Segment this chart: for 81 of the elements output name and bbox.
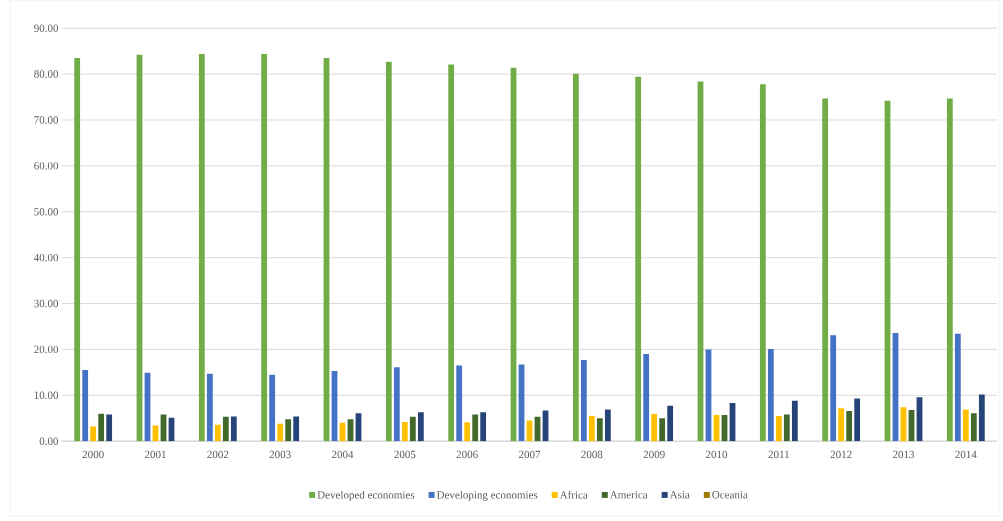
bar bbox=[635, 76, 642, 442]
legend-label: Africa bbox=[559, 490, 588, 499]
bar bbox=[596, 418, 603, 442]
bar bbox=[946, 98, 953, 442]
x-tick-label: 2008 bbox=[581, 450, 603, 459]
y-tick-label: 0.00 bbox=[39, 437, 59, 445]
bar bbox=[838, 408, 845, 442]
bar bbox=[98, 413, 105, 442]
y-tick-label: 20.00 bbox=[34, 345, 59, 354]
bar bbox=[206, 373, 213, 442]
bar bbox=[285, 419, 292, 442]
bar bbox=[791, 400, 798, 442]
bar bbox=[106, 414, 113, 442]
bar bbox=[198, 53, 205, 442]
bar bbox=[588, 415, 595, 442]
x-tick-label: 2002 bbox=[207, 450, 229, 459]
bar bbox=[401, 421, 408, 442]
bar bbox=[667, 405, 674, 442]
legend-label: Asia bbox=[669, 490, 690, 499]
legend-label: Developing economies bbox=[436, 490, 538, 501]
bar bbox=[464, 422, 471, 442]
y-tick-label: 90.00 bbox=[34, 24, 59, 32]
bar bbox=[230, 416, 237, 442]
bar bbox=[74, 57, 81, 442]
bar bbox=[970, 413, 977, 442]
bar bbox=[82, 369, 89, 442]
bar bbox=[775, 415, 782, 442]
bar bbox=[472, 414, 479, 442]
x-tick-label: 2003 bbox=[269, 450, 291, 459]
bar bbox=[572, 73, 579, 442]
bar bbox=[385, 61, 392, 442]
bar bbox=[651, 414, 658, 442]
bar bbox=[846, 410, 853, 442]
y-tick-label: 70.00 bbox=[34, 116, 59, 124]
bar bbox=[409, 416, 416, 442]
bar bbox=[659, 418, 666, 442]
bar bbox=[759, 84, 766, 442]
x-tick-label: 2012 bbox=[830, 450, 852, 459]
bar bbox=[978, 394, 985, 442]
bar bbox=[830, 335, 837, 442]
bar bbox=[580, 359, 587, 442]
legend-label: Developed economies bbox=[317, 490, 415, 501]
bar bbox=[783, 414, 790, 442]
x-tick-label: 2007 bbox=[518, 450, 541, 459]
bar bbox=[448, 64, 455, 442]
y-tick-label: 30.00 bbox=[34, 299, 59, 308]
x-tick-label: 2009 bbox=[643, 450, 665, 459]
bar bbox=[393, 367, 400, 442]
bar bbox=[822, 98, 829, 442]
x-tick-label: 2013 bbox=[892, 450, 915, 459]
bar bbox=[643, 353, 650, 442]
bar bbox=[854, 398, 861, 442]
bar bbox=[222, 416, 229, 442]
x-tick-label: 2005 bbox=[394, 450, 416, 459]
bar bbox=[417, 412, 424, 442]
bar bbox=[277, 423, 284, 442]
x-tick-label: 2010 bbox=[705, 450, 728, 459]
x-tick-label: 2014 bbox=[955, 450, 977, 459]
bar bbox=[214, 424, 221, 442]
bar bbox=[962, 409, 969, 442]
bar bbox=[293, 416, 300, 442]
bar bbox=[261, 53, 268, 442]
y-tick-label: 60.00 bbox=[34, 162, 59, 170]
y-tick-label: 40.00 bbox=[33, 253, 59, 262]
legend-label: America bbox=[609, 490, 648, 499]
bar bbox=[90, 426, 97, 442]
bar bbox=[767, 348, 774, 442]
y-tick-label: 50.00 bbox=[34, 207, 59, 216]
x-tick-label: 2000 bbox=[82, 450, 104, 459]
x-tick-label: 2004 bbox=[331, 450, 354, 459]
x-tick-label: 2001 bbox=[145, 450, 166, 459]
legend-label: Oceania bbox=[712, 490, 748, 499]
bar bbox=[604, 409, 611, 442]
bar bbox=[269, 374, 276, 442]
y-tick-label: 80.00 bbox=[34, 70, 59, 78]
x-tick-label: 2011 bbox=[768, 450, 789, 459]
bar bbox=[456, 365, 463, 442]
x-tick-label: 2006 bbox=[456, 450, 478, 459]
bar bbox=[480, 412, 487, 442]
bar bbox=[954, 333, 961, 442]
y-tick-label: 10.00 bbox=[34, 391, 59, 399]
